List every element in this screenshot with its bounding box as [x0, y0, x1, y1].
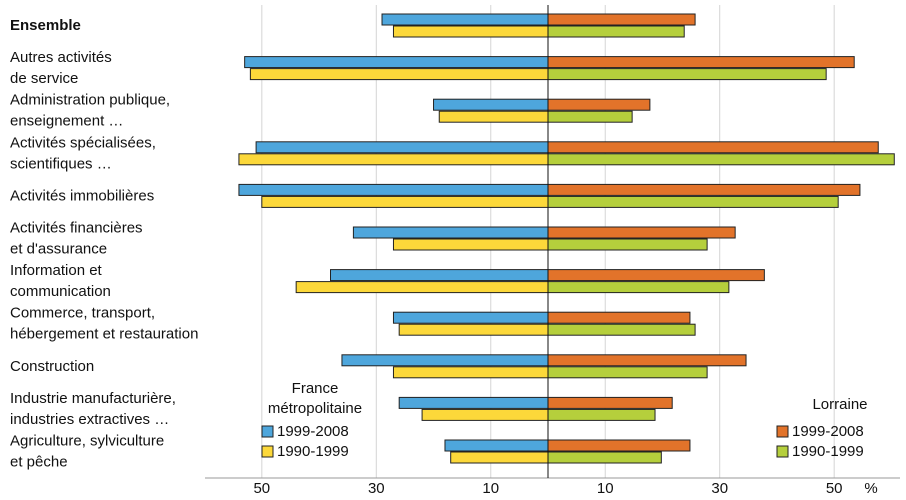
x-tick-label: 30	[711, 480, 728, 495]
category-label: Commerce, transport,	[10, 305, 155, 322]
legend-swatch	[261, 445, 274, 458]
legend-title: métropolitaine	[268, 400, 362, 417]
category-label: hébergement et restauration	[10, 326, 198, 343]
category-label: Information et	[10, 262, 103, 279]
category-label: Activités spécialisées,	[10, 134, 156, 151]
bar	[547, 110, 633, 123]
category-label: Industrie manufacturière,	[10, 390, 176, 407]
bar	[547, 195, 839, 208]
x-tick-label: 30	[368, 480, 385, 495]
bar	[547, 281, 730, 294]
bar	[450, 451, 549, 464]
bar	[330, 269, 549, 282]
bar	[295, 281, 549, 294]
bar	[392, 25, 549, 38]
legend-label: 1990-1999	[277, 443, 349, 460]
bar	[547, 366, 708, 379]
x-tick-label: 50	[826, 480, 843, 495]
bar	[547, 98, 651, 111]
bar	[244, 56, 549, 69]
bar	[547, 439, 691, 452]
bar	[421, 408, 549, 421]
legend-title: Lorraine	[812, 396, 867, 413]
legend-title: France	[292, 380, 339, 397]
bar	[238, 153, 549, 166]
bar	[438, 110, 549, 123]
category-label: Activités immobilières	[10, 187, 154, 204]
category-label: de service	[10, 70, 78, 87]
legend-swatch	[261, 425, 274, 438]
bar	[238, 183, 549, 196]
bar	[398, 323, 549, 336]
legend-label: 1999-2008	[277, 423, 349, 440]
bar	[547, 13, 696, 26]
x-tick-label: 10	[482, 480, 499, 495]
category-label: communication	[10, 283, 111, 300]
bar	[392, 366, 549, 379]
bar	[547, 25, 685, 38]
legend-label: 1990-1999	[792, 443, 864, 460]
category-label: Administration publique,	[10, 92, 170, 109]
bar	[547, 238, 708, 251]
bar	[444, 439, 549, 452]
category-label: Ensemble	[10, 17, 81, 34]
bar	[547, 68, 827, 81]
bar	[433, 98, 549, 111]
bar	[547, 141, 879, 154]
category-label: industries extractives …	[10, 411, 169, 428]
bar	[547, 451, 662, 464]
category-label: et pêche	[10, 453, 68, 470]
category-label: scientifiques …	[10, 155, 112, 172]
x-tick-label: 10	[597, 480, 614, 495]
legend-label: 1999-2008	[792, 423, 864, 440]
bar	[255, 141, 549, 154]
bar	[547, 311, 691, 324]
category-label: Construction	[10, 358, 94, 375]
category-label: enseignement …	[10, 113, 123, 130]
x-unit: %	[864, 480, 877, 495]
bar	[547, 56, 855, 69]
bar	[352, 226, 549, 239]
bar	[547, 396, 673, 409]
bar	[547, 183, 861, 196]
bar	[392, 311, 549, 324]
category-label: Autres activités	[10, 49, 112, 66]
bar	[398, 396, 549, 409]
bar	[249, 68, 549, 81]
bar	[547, 226, 736, 239]
bar	[381, 13, 549, 26]
bar	[547, 408, 656, 421]
bar	[261, 195, 549, 208]
bar	[547, 354, 747, 367]
bar	[392, 238, 549, 251]
category-label: Activités financières	[10, 219, 143, 236]
bar	[341, 354, 549, 367]
bar	[547, 323, 696, 336]
bar	[547, 153, 895, 166]
category-label: et d'assurance	[10, 240, 107, 257]
legend-swatch	[776, 425, 789, 438]
bar	[547, 269, 765, 282]
x-tick-label: 50	[253, 480, 270, 495]
legend-swatch	[776, 445, 789, 458]
category-label: Agriculture, sylviculture	[10, 432, 164, 449]
